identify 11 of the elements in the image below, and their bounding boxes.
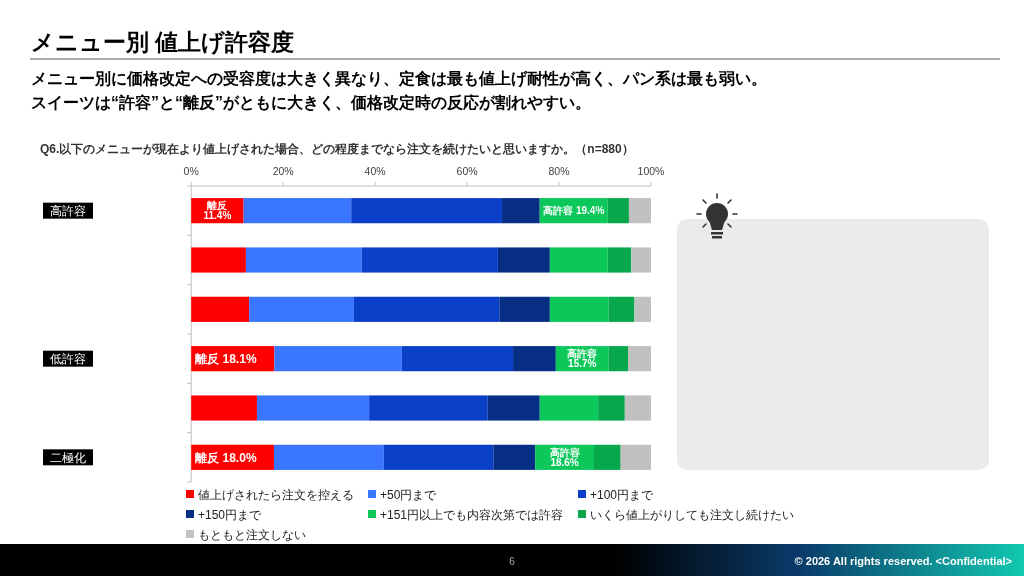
annotation: 6	[509, 556, 515, 567]
legend-label: +100円まで	[590, 487, 655, 502]
annotation: Q6.以下のメニューが現在より値上げされた場合、どの程度までなら注文を続けたいと思いますか。（n=880）	[40, 142, 634, 156]
subtitle: メニュー別に価格改定への受容度は大きく異なり、定食は最も値上げ耐性が高く、パン系は最も弱い。スイーツは“許容”と“離反”がともに大きく、価格改定時の反応が割れやすい。	[31, 70, 767, 111]
legend-label: +150円まで	[198, 507, 263, 522]
y-tick-label: 低許容	[50, 352, 86, 367]
y-tick-label: 二極化	[50, 450, 86, 465]
legend-label: +50円まで	[380, 487, 438, 502]
annotation: © 2026 All rights reserved. <Confidential>	[794, 555, 1012, 567]
title: メニュー別 値上げ許容度	[31, 29, 295, 55]
y-tick-label: 高許容	[50, 204, 86, 219]
